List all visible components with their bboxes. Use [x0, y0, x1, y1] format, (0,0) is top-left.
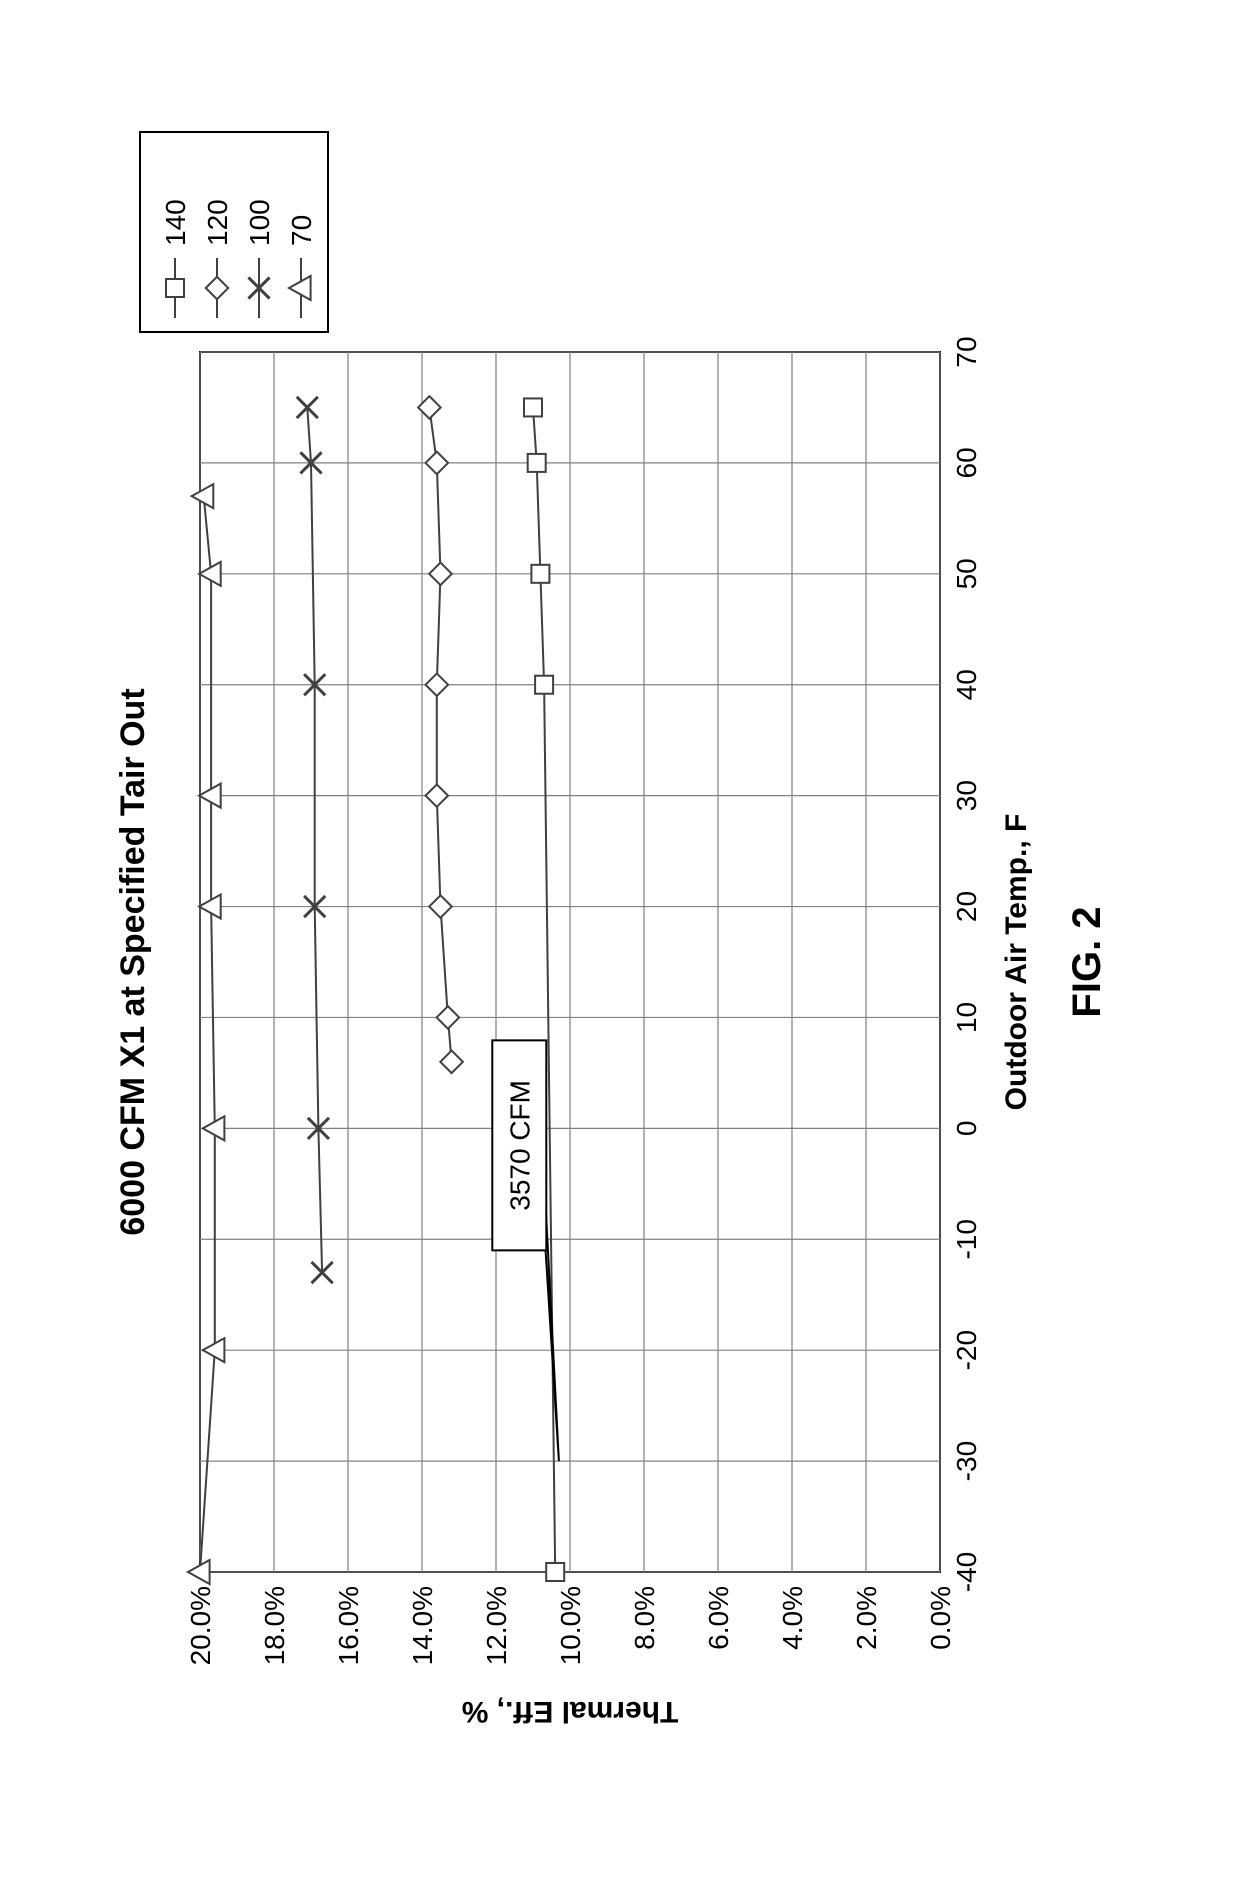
y-tick-label: 12.0%	[481, 1586, 512, 1665]
square-marker	[535, 675, 553, 693]
page: -40-30-20-100102030405060700.0%2.0%4.0%6…	[0, 0, 1240, 1903]
x-tick-label: -30	[951, 1440, 982, 1480]
x-tick-label: 50	[951, 558, 982, 589]
x-tick-label: 40	[951, 669, 982, 700]
legend-label: 100	[244, 199, 275, 246]
y-tick-label: 16.0%	[333, 1586, 364, 1665]
y-tick-label: 8.0%	[629, 1586, 660, 1650]
x-tick-label: -20	[951, 1329, 982, 1369]
y-tick-label: 18.0%	[259, 1586, 290, 1665]
y-tick-label: 2.0%	[851, 1586, 882, 1650]
figure-label: FIG. 2	[1065, 906, 1109, 1017]
y-axis-label: Thermal Eff., %	[462, 1695, 679, 1728]
y-tick-label: 14.0%	[407, 1586, 438, 1665]
thermal-efficiency-chart: -40-30-20-100102030405060700.0%2.0%4.0%6…	[70, 102, 1170, 1802]
y-tick-label: 4.0%	[777, 1586, 808, 1650]
x-tick-label: -10	[951, 1219, 982, 1259]
legend-label: 70	[286, 214, 317, 245]
x-tick-label: 0	[951, 1120, 982, 1136]
y-tick-label: 6.0%	[703, 1586, 734, 1650]
y-tick-label: 10.0%	[555, 1586, 586, 1665]
annotation-text: 3570 CFM	[504, 1080, 535, 1211]
x-axis-label: Outdoor Air Temp., F	[1000, 813, 1033, 1110]
y-tick-label: 20.0%	[185, 1586, 216, 1665]
square-marker	[528, 453, 546, 471]
rotated-chart-container: -40-30-20-100102030405060700.0%2.0%4.0%6…	[70, 102, 1170, 1802]
square-marker	[531, 564, 549, 582]
x-tick-label: 20	[951, 890, 982, 921]
x-tick-label: 30	[951, 780, 982, 811]
legend-label: 120	[202, 199, 233, 246]
chart-title: 6000 CFM X1 at Specified Tair Out	[114, 688, 152, 1235]
x-tick-label: 60	[951, 447, 982, 478]
square-marker	[166, 279, 184, 297]
legend-label: 140	[160, 199, 191, 246]
y-tick-label: 0.0%	[925, 1586, 956, 1650]
square-marker	[546, 1563, 564, 1581]
x-tick-label: 10	[951, 1001, 982, 1032]
x-tick-label: 70	[951, 336, 982, 367]
square-marker	[524, 398, 542, 416]
